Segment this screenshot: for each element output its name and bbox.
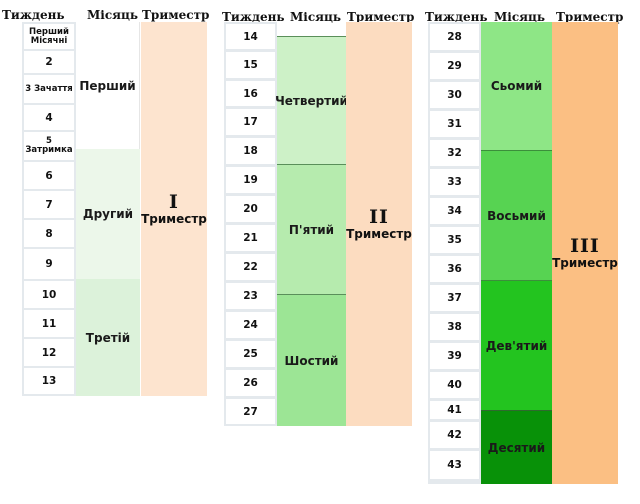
week-cell-2: 2 bbox=[24, 51, 74, 73]
week-cell-16: 16 bbox=[226, 81, 275, 106]
week-cell-10: 10 bbox=[24, 281, 74, 308]
trimester-1-column: I Триместр bbox=[141, 22, 207, 396]
week-cell-40: 40 bbox=[430, 372, 479, 398]
month-cell-8: Восьмий bbox=[481, 150, 552, 280]
trimester-1-label: Триместр bbox=[141, 212, 207, 226]
week-cell-38: 38 bbox=[430, 314, 479, 340]
month-column: Четвертий П'ятий Шостий bbox=[275, 22, 348, 426]
week-cell-29: 29 bbox=[430, 53, 479, 79]
week-header: Тиждень bbox=[2, 8, 65, 22]
week-cell-21: 21 bbox=[226, 225, 275, 251]
week-cell-18: 18 bbox=[226, 138, 275, 164]
week-cell-34: 34 bbox=[430, 198, 479, 224]
week-cell-33: 33 bbox=[430, 169, 479, 195]
week-cell-1: Перший Місячні bbox=[24, 24, 74, 49]
week-cell-32: 32 bbox=[430, 140, 479, 166]
week-cell-30: 30 bbox=[430, 82, 479, 108]
trimester-header: Триместр bbox=[347, 10, 415, 24]
week-cell-28: 28 bbox=[430, 24, 479, 50]
month-cell-6: Шостий bbox=[277, 294, 346, 426]
week-cell-31: 31 bbox=[430, 111, 479, 137]
month-cell-10: Десятий bbox=[481, 410, 552, 484]
week-cell-13: 13 bbox=[24, 368, 74, 394]
month-cell-7: Сьомий bbox=[481, 22, 552, 150]
week-cell-7: 7 bbox=[24, 191, 74, 218]
trimester-3-column: III Триместр bbox=[552, 22, 618, 484]
week-cell-36: 36 bbox=[430, 256, 479, 282]
week-cell-22: 22 bbox=[226, 254, 275, 280]
week-column: 14 15 16 17 18 19 20 21 22 23 24 25 26 2… bbox=[224, 22, 277, 426]
month-cell-3: Третій bbox=[76, 279, 140, 396]
trimester-1-numeral: I bbox=[169, 191, 179, 213]
trimester-3-numeral: III bbox=[570, 235, 600, 257]
month-header: Місяць bbox=[87, 8, 139, 22]
week-cell-24: 24 bbox=[226, 312, 275, 338]
week-cell-12: 12 bbox=[24, 339, 74, 366]
month-cell-9: Дев'ятий bbox=[481, 280, 552, 410]
week-cell-11: 11 bbox=[24, 310, 74, 337]
trimester-header: Триместр bbox=[556, 10, 624, 24]
week-cell-9: 9 bbox=[24, 249, 74, 279]
week-cell-3: 3 Зачаття bbox=[24, 75, 74, 103]
week-cell-17: 17 bbox=[226, 109, 275, 135]
week-cell-6: 6 bbox=[24, 162, 74, 189]
trimester-2-label: Триместр bbox=[346, 227, 412, 241]
week-cell-15: 15 bbox=[226, 52, 275, 78]
week-cell-35: 35 bbox=[430, 227, 479, 253]
trimester-3-label: Триместр bbox=[552, 256, 618, 270]
week-cell-27: 27 bbox=[226, 399, 275, 424]
week-cell-4: 4 bbox=[24, 105, 74, 130]
month-cell-5: П'ятий bbox=[277, 164, 346, 294]
week-column: Перший Місячні 2 3 Зачаття 4 5 Затримка … bbox=[22, 22, 76, 396]
month-cell-1: Перший bbox=[76, 22, 140, 149]
week-header: Тиждень bbox=[222, 10, 285, 24]
week-cell-37: 37 bbox=[430, 285, 479, 311]
week-cell-5: 5 Затримка bbox=[24, 132, 74, 160]
week-cell-14: 14 bbox=[226, 24, 275, 49]
month-cell-4: Четвертий bbox=[275, 36, 348, 164]
week-header: Тиждень bbox=[425, 10, 488, 24]
week-cell-39: 39 bbox=[430, 343, 479, 369]
week-cell-23: 23 bbox=[226, 283, 275, 309]
week-cell-25: 25 bbox=[226, 341, 275, 367]
week-cell-41: 41 bbox=[430, 401, 479, 419]
week-cell-42: 42 bbox=[430, 422, 479, 448]
month-column: Перший Другий Третій bbox=[76, 22, 140, 396]
week-cell-20: 20 bbox=[226, 196, 275, 222]
week-cell-26: 26 bbox=[226, 370, 275, 396]
week-cell-43: 43 bbox=[430, 451, 479, 479]
trimester-2-column: II Триместр bbox=[346, 22, 412, 426]
week-cell-8: 8 bbox=[24, 220, 74, 247]
trimester-2-numeral: II bbox=[369, 206, 389, 228]
month-cell-2: Другий bbox=[76, 149, 140, 279]
trimester-header: Триместр bbox=[142, 8, 210, 22]
month-column: Сьомий Восьмий Дев'ятий Десятий bbox=[481, 22, 552, 484]
week-cell-19: 19 bbox=[226, 167, 275, 193]
week-column: 28 29 30 31 32 33 34 35 36 37 38 39 40 4… bbox=[428, 22, 481, 484]
month-header: Місяць bbox=[290, 10, 342, 24]
month-header: Місяць bbox=[494, 10, 546, 24]
